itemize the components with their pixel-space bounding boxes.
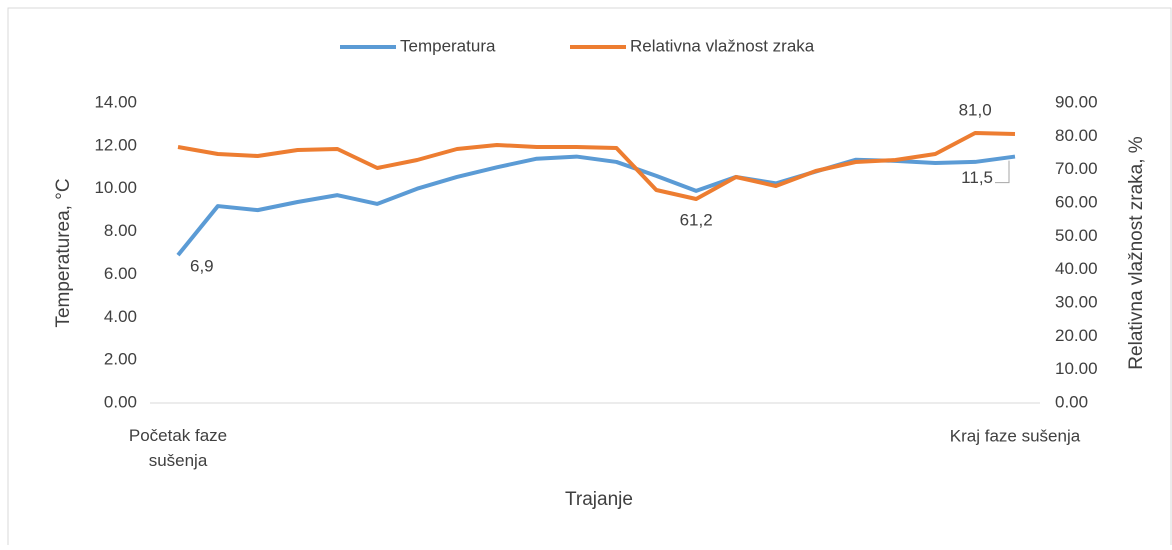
- y2-tick-label: 60.00: [1055, 192, 1098, 211]
- y-tick-label: 2.00: [104, 350, 137, 369]
- series-line: [176, 154, 1016, 257]
- y2-tick-label: 50.00: [1055, 226, 1098, 245]
- y2-tick-label: 10.00: [1055, 359, 1098, 378]
- y2-tick-label: 70.00: [1055, 159, 1098, 178]
- y2-tick-label: 40.00: [1055, 259, 1098, 278]
- y2-tick-label: 0.00: [1055, 392, 1088, 411]
- data-label: 6,9: [190, 257, 214, 276]
- y2-tick-label: 90.00: [1055, 92, 1098, 111]
- series-line: [177, 131, 1016, 201]
- y-tick-label: 6.00: [104, 264, 137, 283]
- y-tick-label: 12.00: [94, 135, 137, 154]
- y-tick-label: 0.00: [104, 392, 137, 411]
- data-label: 61,2: [680, 210, 713, 229]
- y-axis-title: Temperaturea, °C: [53, 178, 74, 327]
- y-tick-label: 14.00: [94, 92, 137, 111]
- legend-label: Temperatura: [400, 36, 496, 55]
- y-tick-label: 10.00: [94, 178, 137, 197]
- data-label: 11,5: [961, 168, 993, 187]
- y2-tick-label: 20.00: [1055, 326, 1098, 345]
- y2-axis-title: Relativna vlažnost zraka, %: [1126, 136, 1147, 369]
- legend-label: Relativna vlažnost zraka: [630, 36, 815, 55]
- leader-line: [995, 160, 1010, 184]
- y-tick-label: 4.00: [104, 307, 137, 326]
- y2-tick-label: 30.00: [1055, 292, 1098, 311]
- x-tick-label: Početak faze sušenja: [129, 426, 227, 470]
- data-label: 81,0: [959, 100, 992, 119]
- y-tick-label: 8.00: [104, 221, 137, 240]
- y2-tick-label: 80.00: [1055, 126, 1098, 145]
- x-axis-title: Trajanje: [565, 489, 633, 510]
- x-tick-label: Kraj faze sušenja: [950, 426, 1081, 445]
